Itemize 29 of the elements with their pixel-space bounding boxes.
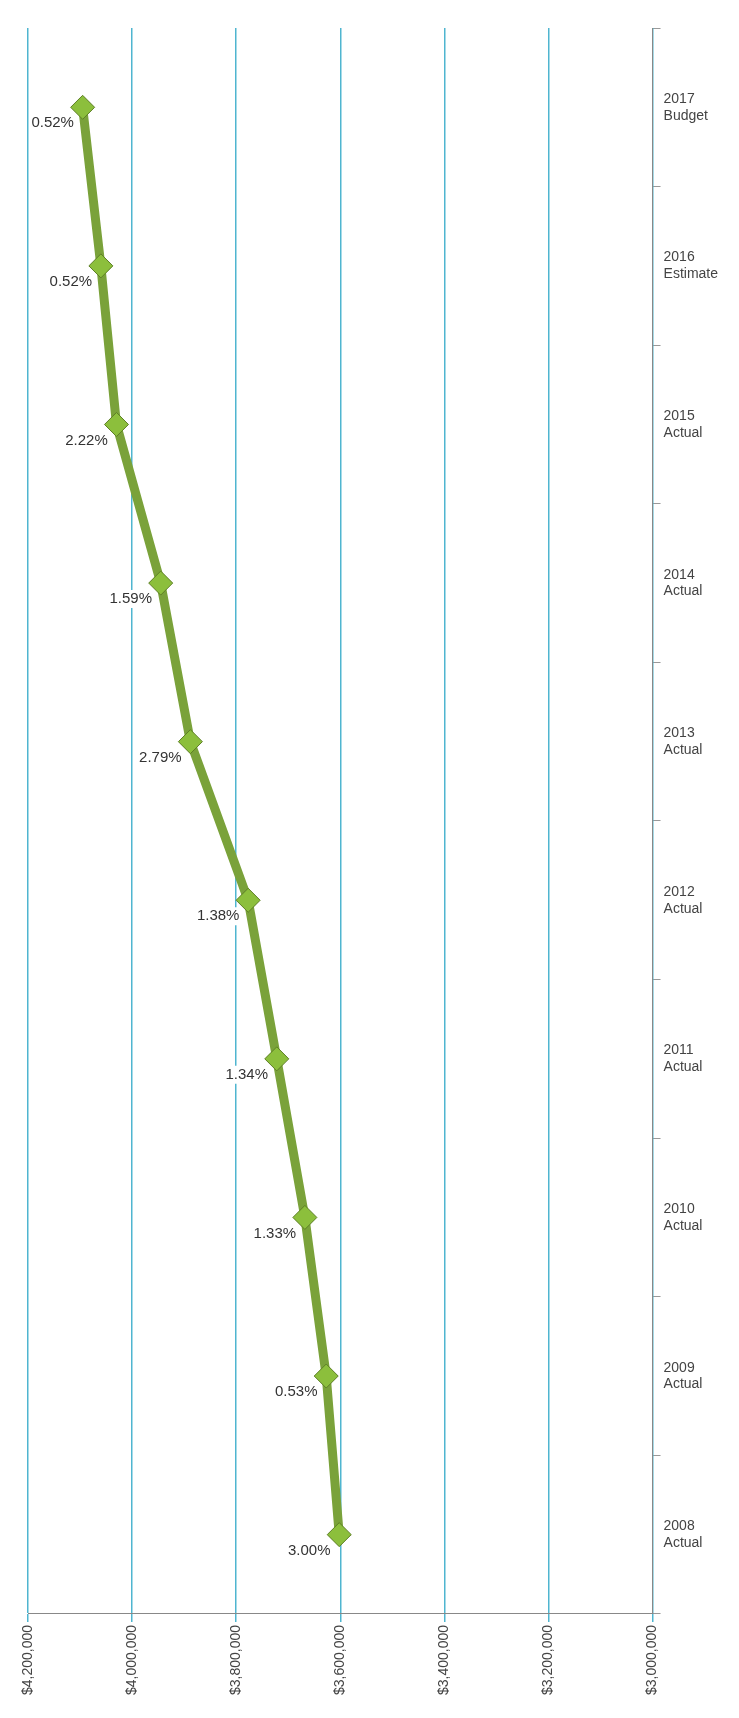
point: [292, 1204, 318, 1230]
y-tick-label: 2011 Actual: [663, 1041, 703, 1075]
annotation: 1.33%: [253, 1223, 297, 1241]
y-tick-label: 2014 Actual: [663, 565, 703, 599]
y-tick-label: 2012 Actual: [663, 882, 703, 916]
annotation: 0.52%: [49, 272, 93, 290]
x-tick-label: $3,800,000: [227, 1624, 244, 1696]
x-tick-label: $3,600,000: [331, 1624, 348, 1696]
annotation: 1.38%: [196, 906, 240, 924]
y-tick-label: 2009 Actual: [663, 1358, 703, 1392]
annotation: 1.59%: [109, 589, 152, 607]
y-tick-label: 2016 Estimate: [663, 248, 719, 282]
annotation: 2.22%: [65, 430, 108, 448]
x-tick-label: $4,000,000: [122, 1624, 139, 1696]
y-tick-label: 2015 Actual: [663, 406, 703, 440]
x-tick-label: $3,400,000: [435, 1624, 452, 1696]
x-tick-label: $3,000,000: [643, 1624, 660, 1696]
annotation: 0.53%: [274, 1382, 318, 1400]
y-tick-label: 2013 Actual: [663, 724, 703, 757]
y-tick-label: 2008 Actual: [663, 1517, 703, 1550]
y-tick-label: 2010 Actual: [663, 1199, 703, 1233]
annotation: 2.79%: [139, 747, 182, 765]
point: [103, 411, 129, 437]
annotation: 0.52%: [31, 113, 74, 131]
annotation: 3.00%: [287, 1540, 331, 1558]
y-tick-label: 2017 Budget: [663, 89, 709, 123]
x-tick-label: $4,200,000: [18, 1624, 35, 1696]
annotation: 1.34%: [225, 1065, 269, 1082]
x-tick-label: $3,200,000: [539, 1624, 556, 1696]
